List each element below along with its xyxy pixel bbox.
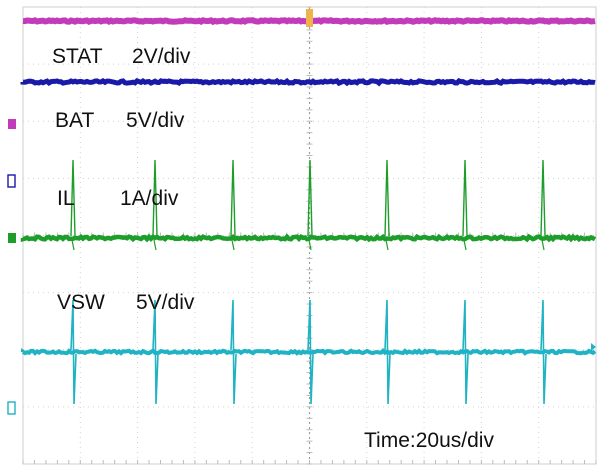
il-spike (230, 159, 236, 237)
il-spike-tail (385, 239, 389, 251)
time-scale-label: Time:20us/div (364, 429, 494, 452)
channel-marker-il (8, 233, 16, 243)
il-spike (384, 159, 390, 237)
stat-label: STAT (52, 45, 103, 68)
il-spike (70, 159, 76, 237)
channel-marker-bat (7, 174, 16, 188)
vsw-spike (70, 299, 77, 405)
vsw-spike (540, 299, 547, 405)
vsw-level-marker (591, 343, 596, 351)
vsw-label: VSW (57, 291, 105, 314)
stat-scale-label: 2V/div (132, 45, 191, 68)
channel-marker-stat (8, 119, 16, 129)
vsw-spike (230, 299, 237, 405)
il-spike (540, 159, 546, 237)
vsw-spike (152, 299, 159, 405)
vsw-spike (384, 299, 391, 405)
trigger-marker (306, 9, 313, 27)
bat-label: BAT (55, 109, 94, 132)
il-spike (462, 159, 468, 237)
il-spike (307, 159, 313, 237)
il-spike-tail (153, 239, 157, 251)
il-spike-tail (463, 239, 467, 251)
vsw-scale-label: 5V/div (136, 291, 195, 314)
vsw-spike (462, 299, 469, 405)
bat-scale-label: 5V/div (126, 109, 185, 132)
bat-trace (20, 77, 596, 87)
channel-marker-vsw (7, 401, 16, 415)
il-spike (152, 159, 158, 237)
il-trace (20, 233, 597, 243)
channel-markers (7, 9, 596, 415)
il-spike-tail (231, 239, 235, 251)
il-spike-tail (71, 239, 75, 251)
il-scale-label: 1A/div (120, 187, 179, 210)
il-label: IL (57, 187, 75, 210)
il-spike-tail (308, 239, 312, 251)
il-spike-tail (541, 239, 545, 251)
vsw-trace (21, 348, 597, 356)
vsw-spike (307, 299, 314, 405)
